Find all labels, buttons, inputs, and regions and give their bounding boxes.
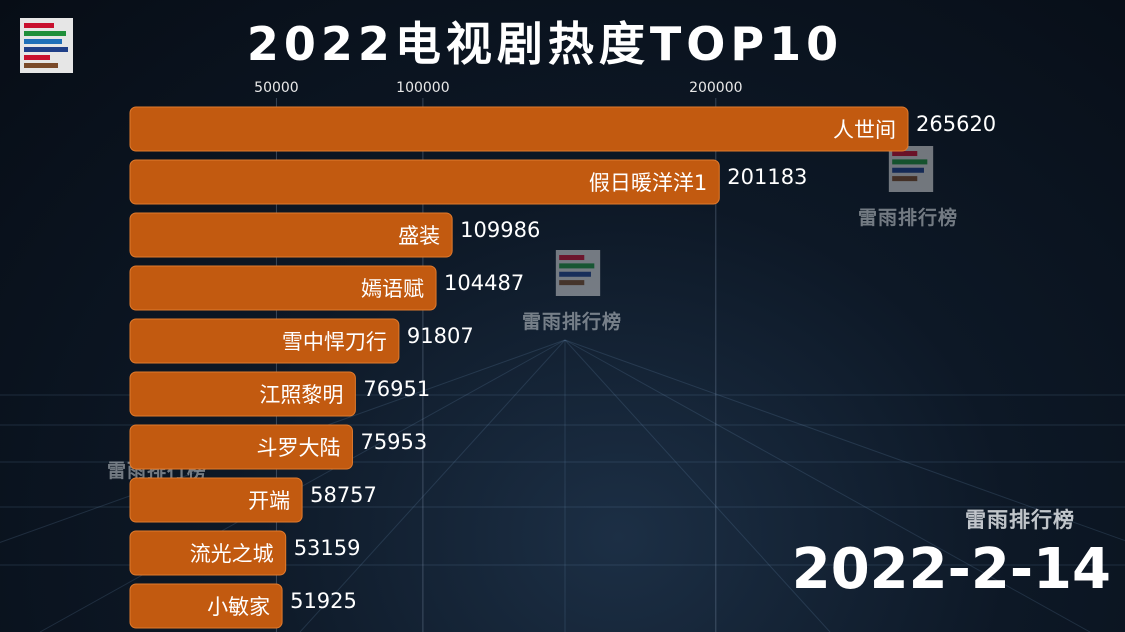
bar-category-label: 江照黎明 (259, 383, 343, 407)
bar-value-label: 58757 (310, 483, 377, 507)
bar (129, 318, 400, 364)
bar (129, 530, 287, 576)
watermark-text: 雷雨排行榜 (522, 311, 623, 333)
x-tick-label: 200000 (689, 80, 742, 96)
chart-title: 2022电视剧热度TOP10 (246, 17, 844, 71)
bar (129, 424, 353, 470)
bar-value-label: 76951 (363, 377, 430, 401)
watermark-logo-icon (888, 146, 934, 192)
bar-value-label: 265620 (916, 112, 996, 136)
bar-category-label: 盛装 (398, 224, 440, 248)
bar-category-label: 流光之城 (190, 542, 274, 566)
brand-label: 雷雨排行榜 (965, 508, 1075, 532)
bar (129, 106, 909, 152)
bar-category-label: 嫣语赋 (361, 277, 424, 301)
bar-category-label: 小敏家 (207, 595, 270, 619)
bar-value-label: 104487 (444, 271, 524, 295)
ranking-logo-icon (20, 18, 73, 73)
bar-value-label: 109986 (460, 218, 540, 242)
bar-category-label: 人世间 (833, 118, 896, 142)
x-tick-label: 50000 (254, 80, 299, 96)
bar-category-label: 雪中悍刀行 (282, 330, 387, 354)
bar-value-label: 51925 (290, 589, 357, 613)
watermark-text: 雷雨排行榜 (858, 207, 959, 229)
bar-value-label: 75953 (360, 430, 427, 454)
bar-category-label: 开端 (248, 489, 290, 513)
watermark-logo-icon (555, 250, 601, 296)
x-tick-label: 100000 (396, 80, 449, 96)
bar (129, 265, 437, 311)
bar (129, 212, 453, 258)
bar-category-label: 假日暖洋洋1 (589, 171, 707, 195)
bar-category-label: 斗罗大陆 (256, 436, 340, 460)
bar (129, 583, 283, 629)
bar (129, 371, 356, 417)
bar-value-label: 53159 (294, 536, 361, 560)
bar-value-label: 91807 (407, 324, 474, 348)
bar (129, 477, 303, 523)
bar-value-label: 201183 (727, 165, 807, 189)
date-label: 2022-2-14 (791, 537, 1111, 602)
bar (129, 159, 720, 205)
